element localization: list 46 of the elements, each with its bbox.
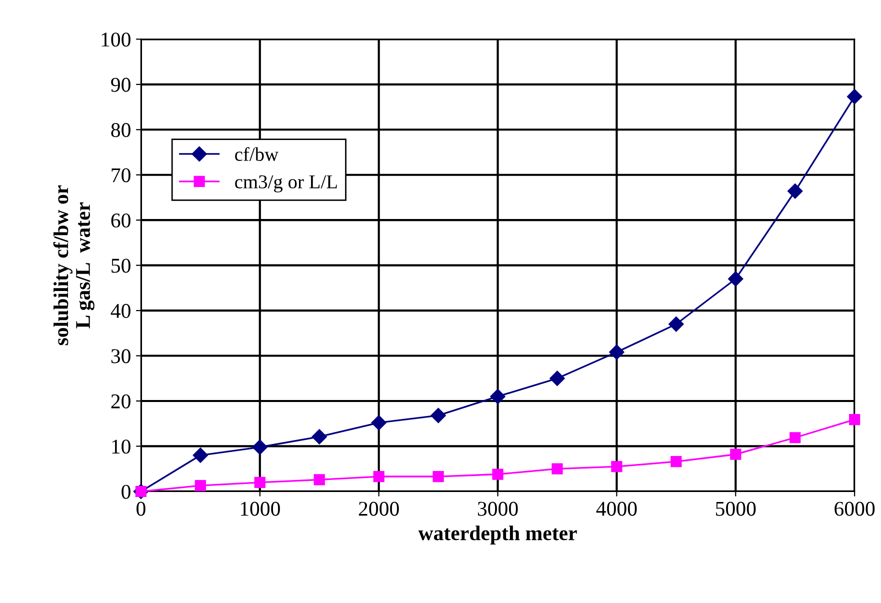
y-tick-label: 90 (111, 78, 130, 92)
point (728, 271, 744, 286)
point (790, 432, 801, 444)
y-axis-title: solubility cf/bw or L gas/L water (53, 185, 94, 346)
y-tick-label: 50 (112, 258, 130, 273)
point (730, 448, 742, 460)
y-tick-label: 30 (111, 349, 130, 364)
y-tick-label: 70 (112, 168, 130, 182)
x-axis-title: waterdepth meter (418, 526, 577, 545)
y-tick-label: 20 (111, 394, 130, 408)
point (312, 429, 327, 444)
legend-label: cm3/g or L/L (235, 175, 337, 192)
point (550, 370, 565, 386)
y-tick-label: 100 (102, 32, 130, 47)
y-tick-label: 0 (122, 484, 130, 499)
point (849, 414, 860, 426)
y-tick-label: 80 (111, 123, 130, 138)
x-tick-label: 3000 (478, 502, 518, 516)
point (194, 480, 206, 492)
y-tick-label: 10 (112, 440, 130, 454)
point (609, 344, 624, 360)
x-tick-label: 2000 (358, 502, 399, 516)
x-tick-label: 4000 (596, 502, 637, 516)
point (552, 463, 563, 474)
point (252, 440, 268, 455)
point (492, 468, 504, 480)
point (847, 89, 862, 104)
point (254, 476, 266, 488)
point (430, 408, 446, 424)
point (192, 448, 208, 463)
point (371, 415, 386, 430)
y-tick-label: 40 (110, 304, 130, 318)
point (314, 474, 325, 486)
point (788, 184, 803, 199)
point (490, 388, 506, 404)
point (432, 470, 444, 482)
point (668, 316, 684, 332)
x-tick-label: 6000 (834, 502, 875, 516)
point (611, 461, 622, 472)
y-tick-label: 60 (111, 213, 130, 228)
point (670, 456, 682, 468)
point (373, 470, 384, 482)
x-tick-label: 5000 (716, 502, 756, 516)
legend-label: cf/bw (235, 147, 278, 161)
x-tick-label: 1000 (240, 502, 280, 516)
x-tick-label: 0 (136, 502, 146, 516)
